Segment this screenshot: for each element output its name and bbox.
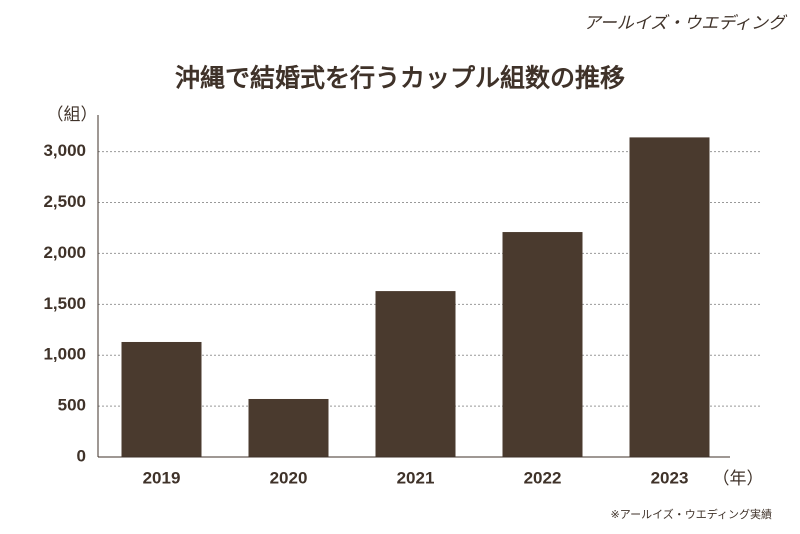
x-tick-label: 2023 (651, 468, 689, 487)
x-unit: （年） (713, 469, 764, 489)
y-tick-label: 3,000 (43, 141, 86, 160)
brand: アールイズ・ウエディング (584, 14, 788, 34)
bar (375, 291, 456, 457)
y-tick-label: 0 (77, 446, 86, 465)
x-tick-label: 2019 (143, 468, 181, 487)
y-tick-label: 1,500 (43, 294, 86, 313)
y-tick-label: 2,500 (43, 192, 86, 211)
source: ※アールイズ・ウエディング実績 (611, 507, 772, 521)
x-tick-label: 2022 (524, 468, 562, 487)
y-tick-label: 500 (58, 396, 86, 415)
y-tick-label: 2,000 (43, 243, 86, 262)
chart-title: 沖縄で結婚式を行うカップル組数の推移 (175, 64, 625, 93)
bar (121, 341, 202, 457)
x-tick-label: 2020 (270, 468, 308, 487)
bar (248, 398, 329, 457)
y-tick-label: 1,000 (43, 345, 86, 364)
bar (502, 232, 583, 457)
x-tick-label: 2021 (397, 468, 435, 487)
y-unit: （組） (47, 105, 98, 125)
bar (629, 137, 710, 457)
